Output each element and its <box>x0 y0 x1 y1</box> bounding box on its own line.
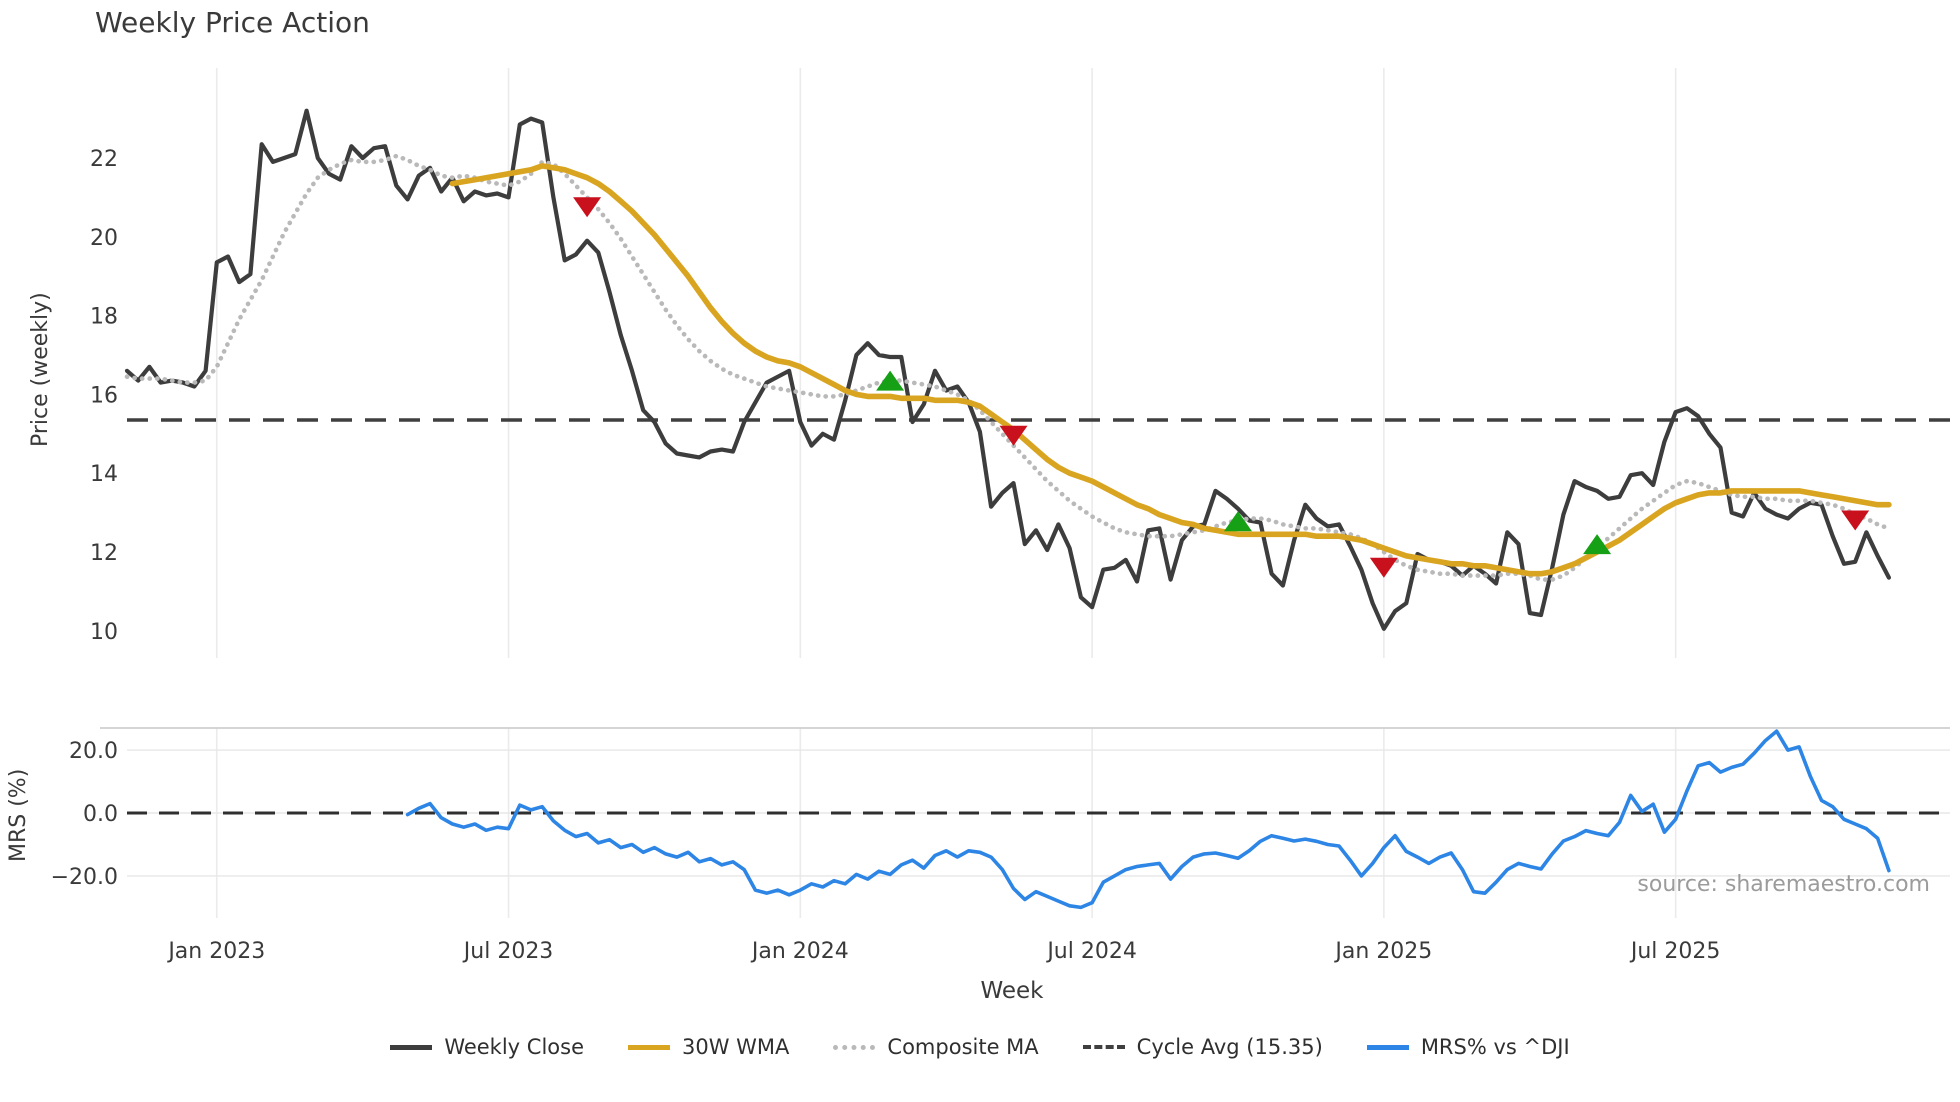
legend-swatch-dotted-icon <box>833 1044 876 1050</box>
price-tick-20: 20 <box>90 226 118 251</box>
buy-marker-5 <box>1583 534 1612 555</box>
sell-marker-2 <box>999 425 1028 446</box>
legend-swatch-solid-icon <box>390 1044 433 1050</box>
mrs-tick--20: −20.0 <box>51 865 118 890</box>
buy-marker-3 <box>1223 511 1252 532</box>
legend-item-cycle-avg-15-35-: Cycle Avg (15.35) <box>1082 1035 1323 1059</box>
legend-label: Composite MA <box>887 1035 1039 1059</box>
price-tick-18: 18 <box>90 305 118 330</box>
legend-swatch-dashed-icon <box>1082 1045 1125 1049</box>
series-composite-ma <box>124 153 1892 582</box>
legend-item-weekly-close: Weekly Close <box>390 1035 584 1059</box>
x-tick-Jan-2025: Jan 2025 <box>1333 939 1432 964</box>
legend-label: Cycle Avg (15.35) <box>1136 1035 1323 1059</box>
x-axis-label: Week <box>980 978 1044 1004</box>
series-mrs <box>405 729 1891 910</box>
sell-marker-0 <box>573 197 602 218</box>
legend-swatch-solid-icon <box>628 1044 670 1050</box>
x-tick-Jan-2023: Jan 2023 <box>166 939 265 964</box>
series-weekly-close <box>124 108 1892 631</box>
legend-item-30w-wma: 30W WMA <box>628 1035 789 1059</box>
legend: Weekly Close 30W WMA Composite MA Cycle Avg… <box>0 1035 1960 1059</box>
x-tick-Jul-2024: Jul 2024 <box>1045 939 1137 964</box>
price-tick-22: 22 <box>90 147 118 172</box>
mrs-tick-20: 20.0 <box>69 739 118 764</box>
price-tick-10: 10 <box>90 620 118 645</box>
mrs-tick-0: 0.0 <box>83 802 118 827</box>
legend-label: 30W WMA <box>682 1035 790 1059</box>
price-tick-16: 16 <box>90 383 118 408</box>
legend-item-composite-ma: Composite MA <box>833 1035 1039 1059</box>
chart-title: Weekly Price Action <box>95 6 370 39</box>
series-30w-wma <box>449 163 1892 577</box>
x-tick-Jan-2024: Jan 2024 <box>750 939 849 964</box>
legend-swatch-solid-icon <box>1366 1044 1409 1050</box>
legend-label: MRS% vs ^DJI <box>1420 1035 1570 1059</box>
mrs-axis-label: MRS (%) <box>6 768 31 862</box>
legend-item-mrs-vs-dji: MRS% vs ^DJI <box>1366 1035 1570 1059</box>
x-tick-Jul-2023: Jul 2023 <box>462 939 554 964</box>
price-axis-label: Price (weekly) <box>28 292 53 448</box>
legend-label: Weekly Close <box>444 1035 584 1059</box>
price-tick-14: 14 <box>90 462 118 487</box>
price-tick-12: 12 <box>90 541 118 566</box>
buy-marker-1 <box>876 370 905 391</box>
sell-marker-4 <box>1369 557 1398 578</box>
x-tick-Jul-2025: Jul 2025 <box>1629 939 1721 964</box>
sell-marker-6 <box>1841 510 1870 531</box>
source-watermark: source: sharemaestro.com <box>1637 872 1930 897</box>
